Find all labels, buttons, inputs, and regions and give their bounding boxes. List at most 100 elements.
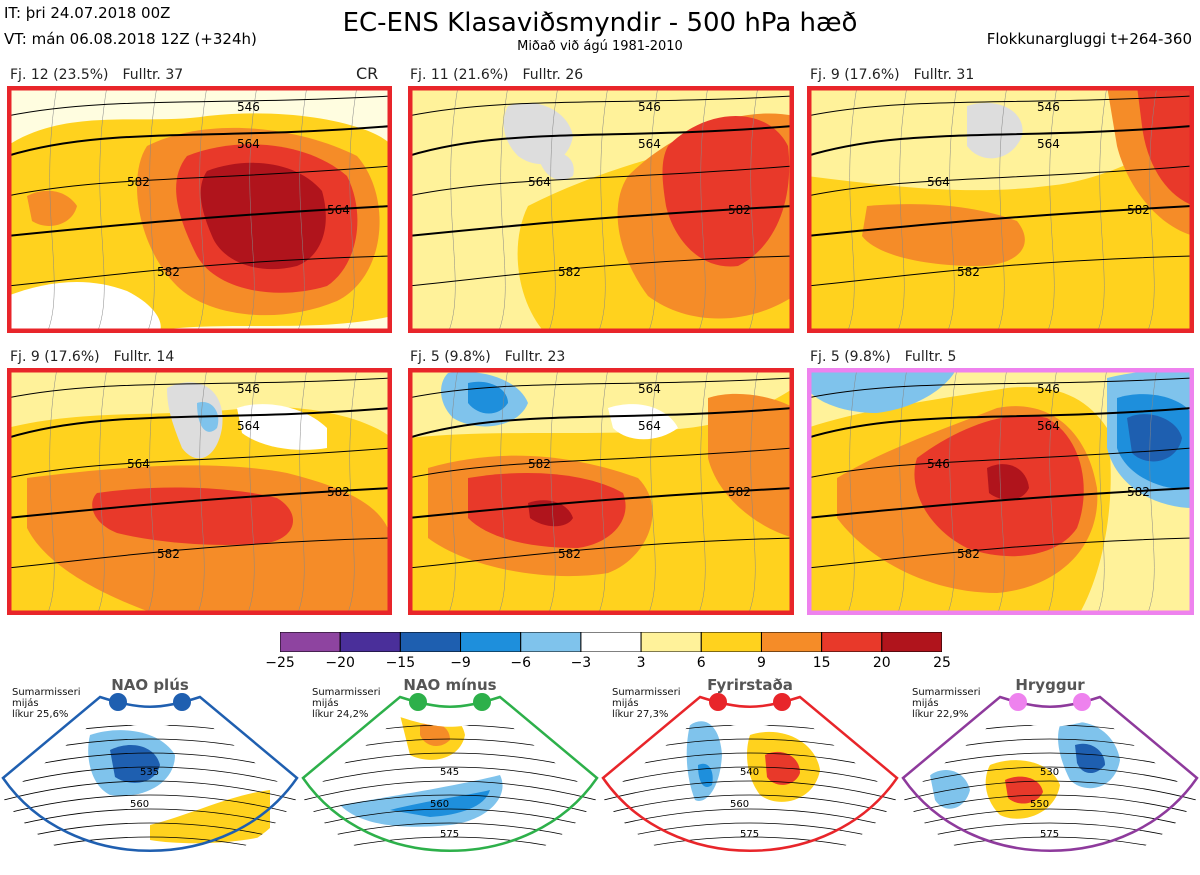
regime-contour-label: 550 [1030,799,1049,810]
regime-3: 540 560 575 Sumarmisseri mijás líkur 27,3% Fyr… [600,675,900,871]
height-contour [408,205,794,237]
colorbar-tick-label: −9 [450,655,471,671]
regime-anomaly-1 [930,770,970,809]
regime-contour [3,780,297,802]
height-contour [7,165,392,197]
graticule-line [996,86,1008,333]
anomaly-region-8 [468,381,508,414]
regime-contour-label: 560 [130,799,149,810]
graticule-line [697,368,709,615]
regime-4: 530 550 575 Sumarmisseri mijás líkur 22,9% Hry… [900,675,1200,871]
regime-contour-label: 575 [440,829,459,840]
contour-label: 564 [237,419,260,433]
graticule-line [46,86,58,333]
graticule-line [346,86,358,333]
regime-info-line3: líkur 25,6% [12,709,69,720]
contour-label: 564 [528,175,551,189]
colorbar-tick-label: −3 [570,655,592,671]
graticule-line [597,368,609,615]
colorbar-tick-label: −6 [510,655,532,671]
graticule-line [896,368,908,615]
contour-label: 564 [927,175,950,189]
regime-1: 535 560 Sumarmisseri mijás líkur 25,6% NAO pl… [0,675,300,871]
regime-marker-dot [109,693,127,711]
cluster-map-5: 564 564 582 582 582 [408,368,794,615]
graticule-line [146,86,158,333]
regime-info: Sumarmisseri mijás líkur 22,9% [912,687,980,720]
height-contour [807,165,1193,197]
colorbar-swatch [580,631,642,653]
graticule-line [1146,368,1158,615]
regime-contour-label: 575 [1040,829,1059,840]
height-contour [408,165,794,197]
regime-anomaly-4 [765,751,800,785]
regime-contour [603,822,897,844]
colorbar-tick-label: 25 [933,655,951,671]
contour-label: 564 [1037,419,1060,433]
colorbar-tick-label: −20 [325,655,355,671]
regime-contour [3,822,297,844]
regime-anomaly-2 [698,763,713,787]
regime-title: NAO mínus [403,676,497,694]
panel-1-tag: CR [356,64,379,83]
regime-anomaly-4 [420,723,450,747]
panel-4-label: Fj. 9 (17.6%) Fulltr. 14 [10,349,175,365]
regime-contour-label: 540 [740,767,759,778]
contour-label: 564 [1037,137,1060,151]
anomaly-region-9 [608,404,678,440]
graticule-line [1096,368,1108,615]
colorbar-tick-label: 15 [812,655,831,671]
contour-label: 582 [957,547,980,561]
regime-info: Sumarmisseri mijás líkur 27,3% [612,687,680,720]
height-contour [408,255,794,287]
regime-contour-label: 560 [430,799,449,810]
regime-border [601,695,899,852]
panel-border [408,86,794,333]
anomaly-region-5 [987,464,1029,500]
regime-marker-dot [473,693,491,711]
regime-marker-dot [773,693,791,711]
regime-border [901,695,1199,852]
panel-5-label: Fj. 5 (9.8%) Fulltr. 23 [410,349,566,365]
regime-info-season: Sumarmisseri [912,687,981,698]
regime-contour [903,794,1197,816]
height-contour [408,377,794,399]
chart-title: EC-ENS Klasaviðsmyndir - 500 hPa hæð [342,8,858,38]
contour-label: 564 [327,203,350,217]
regime-contour-label: 575 [740,829,759,840]
graticule-line [497,86,509,333]
cluster-map-2: 546 564 564 582 582 [408,86,794,333]
colorbar-labels: −25 −20 −15 −9 −6 −3 3 6 9 15 20 25 [265,655,951,675]
regime-info-line2: mijás [12,698,39,709]
height-contour [7,255,392,287]
graticule-line [146,368,158,615]
height-contour [7,447,392,479]
regime-contour [303,822,597,844]
graticule-line [996,368,1008,615]
regime-title: Hryggur [1015,676,1085,694]
regime-contour [3,808,297,830]
panel-6-label: Fj. 5 (9.8%) Fulltr. 5 [810,349,957,365]
colorbar [279,631,943,653]
graticule-line [647,368,659,615]
height-contour [807,377,1193,399]
anomaly-region-5 [167,382,223,459]
anomaly-region-4 [662,116,790,267]
graticule-line [547,86,559,333]
contour-label: 564 [237,137,260,151]
panel-2-label: Fj. 11 (21.6%) Fulltr. 26 [410,67,584,83]
regime-contour [603,766,897,788]
graticule-line [547,368,559,615]
regime-contour [603,808,897,830]
contour-label: 582 [157,265,180,279]
anomaly-region-4 [92,487,294,545]
contour-label: 582 [327,485,350,499]
colorbar-tick-label: −15 [385,655,416,671]
regime-contour [603,794,897,816]
height-contour [408,447,794,479]
colorbar-tick-label: 6 [696,655,706,671]
panel-border [807,86,1194,333]
anomaly-region-4 [200,162,326,270]
contour-label: 582 [157,547,180,561]
regime-info-season: Sumarmisseri [612,687,681,698]
